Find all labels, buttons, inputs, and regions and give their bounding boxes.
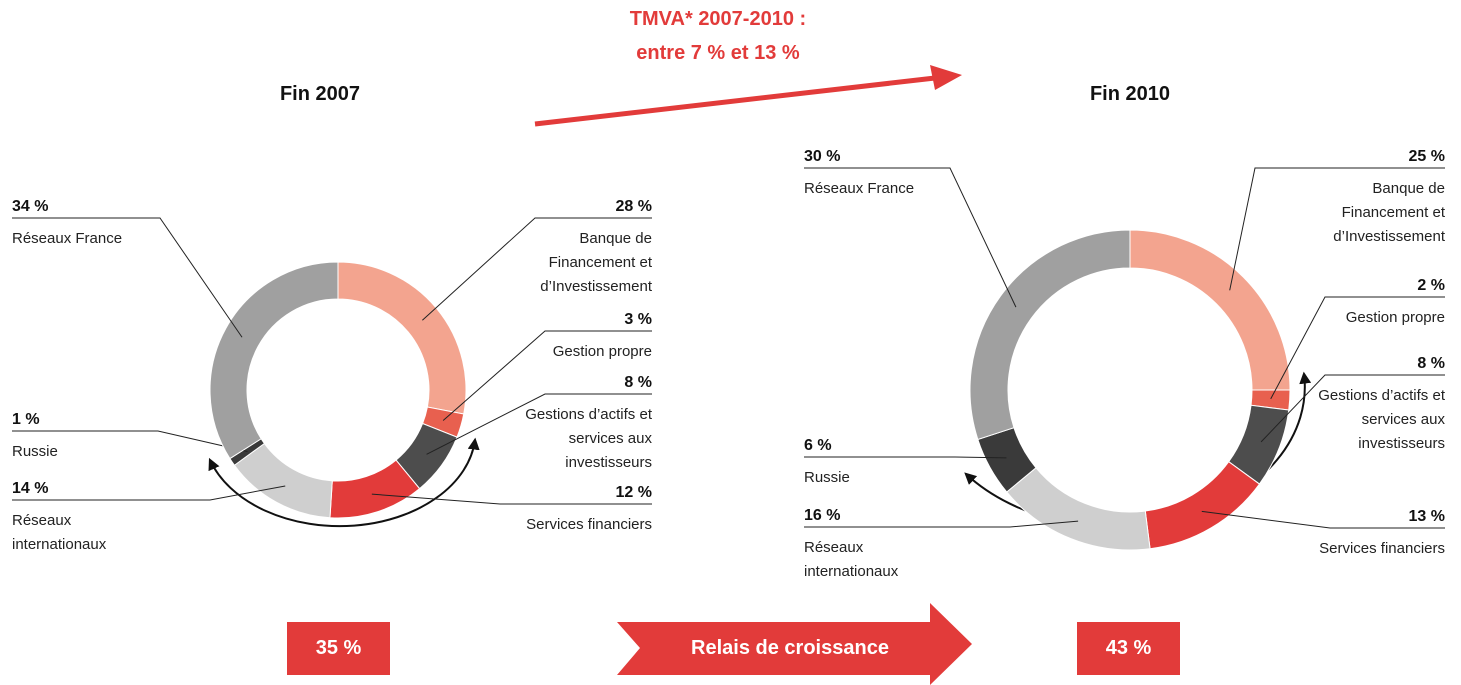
- growth-label: Relais de croissance: [691, 637, 889, 659]
- value-label: 2 %: [1417, 277, 1445, 294]
- leader-line: [1229, 167, 1445, 291]
- trend-arrow: [534, 75, 936, 127]
- leader-line: [442, 330, 652, 421]
- leader-line: [804, 456, 1007, 459]
- value-label: 25 %: [1408, 148, 1445, 165]
- category-label: Gestion propre: [552, 343, 652, 360]
- header-line: TMVA* 2007-2010 :: [629, 8, 807, 30]
- value-label: 6 %: [804, 437, 832, 454]
- category-label: Gestions d’actifs et services aux invest…: [525, 406, 652, 471]
- leader-line: [422, 217, 652, 321]
- leader-line: [1270, 296, 1445, 400]
- annotation-box: 35 %: [287, 622, 390, 675]
- category-label: Gestions d’actifs et services aux invest…: [1318, 387, 1445, 452]
- value-label: 12 %: [615, 484, 652, 501]
- donut-slice: [1144, 461, 1261, 550]
- leader-line: [804, 167, 1017, 308]
- leader-line: [12, 217, 243, 338]
- trend-arrowhead: [930, 65, 962, 90]
- category-label: Banque de Financement et d’Investissemen…: [540, 230, 652, 295]
- chart-title: Fin 2010: [1089, 83, 1171, 105]
- donut-slice: [337, 261, 467, 415]
- category-label: Gestion propre: [1345, 309, 1445, 326]
- leader-line: [426, 393, 652, 455]
- leader-line: [1201, 510, 1445, 529]
- value-label: 13 %: [1408, 508, 1445, 525]
- category-label: Russie: [804, 469, 850, 486]
- category-label: Réseaux France: [12, 230, 123, 247]
- category-label: Réseaux France: [804, 180, 915, 197]
- value-label: 14 %: [12, 480, 49, 497]
- value-label: 34 %: [12, 198, 49, 215]
- curved-arrow: [208, 437, 480, 528]
- value-label: 3 %: [624, 311, 652, 328]
- annotation-box: 43 %: [1077, 622, 1180, 675]
- category-label: Russie: [12, 443, 58, 460]
- value-label: 16 %: [804, 507, 841, 524]
- donut-slice: [1129, 229, 1291, 391]
- value-label: 1 %: [12, 411, 40, 428]
- value-label: 8 %: [624, 374, 652, 391]
- chart-title: Fin 2007: [279, 83, 361, 105]
- donut-slice: [1006, 467, 1151, 551]
- donut-slice: [209, 261, 339, 460]
- category-label: Banque de Financement et d’Investissemen…: [1333, 180, 1445, 245]
- header-line: entre 7 % et 13 %: [636, 42, 800, 64]
- leader-line: [371, 493, 652, 505]
- value-label: 8 %: [1417, 355, 1445, 372]
- value-label: 28 %: [615, 198, 652, 215]
- category-label: Réseaux internationaux: [12, 512, 107, 553]
- category-label: Réseaux internationaux: [804, 539, 899, 580]
- growth-arrow: [617, 603, 972, 685]
- leader-line: [12, 430, 248, 453]
- leader-line: [804, 520, 1079, 528]
- donut-slice: [969, 229, 1131, 441]
- leader-line: [12, 485, 286, 501]
- category-label: Services financiers: [1319, 540, 1445, 557]
- value-label: 30 %: [804, 148, 841, 165]
- category-label: Services financiers: [526, 516, 652, 533]
- leader-line: [1260, 374, 1445, 443]
